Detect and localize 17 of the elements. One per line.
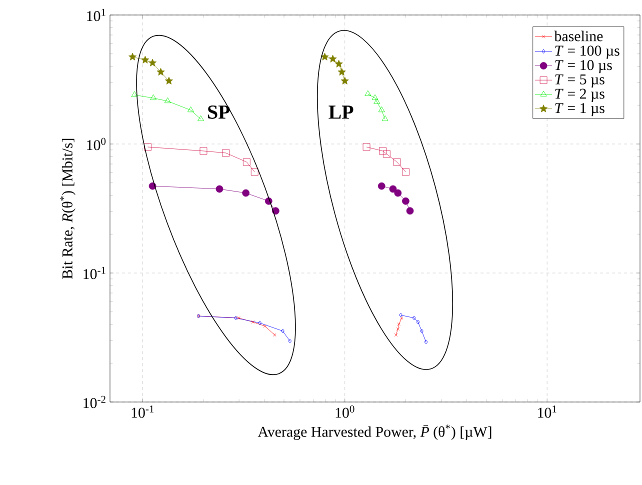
x-tick-label: 10$^{1}$ [538, 406, 556, 418]
y-tick-label: 10$^{0}$ [87, 138, 106, 150]
x-axis-title: Average Harvested Power, P̄(θ$^{*}$) [µW] [258, 424, 492, 440]
legend-label: T = 2 µs [555, 88, 604, 102]
legend-label: T = 1 µs [555, 103, 604, 116]
y-tick-label: 10$^{-1}$ [84, 266, 106, 280]
legend-label: T = 5 µs [555, 74, 604, 88]
y-tick-label: 10$^{-2}$ [84, 396, 106, 408]
legend-label: T = 100 µs [555, 46, 620, 59]
annotation: LP [328, 106, 354, 119]
y-tick-label: 10$^{1}$ [87, 8, 106, 22]
x-tick-label: 10$^{-1}$ [132, 406, 154, 418]
legend-label: baseline [554, 30, 603, 42]
x-tick-label: 10$^{0}$ [336, 406, 354, 418]
legend-label: T = 10 µs [555, 60, 612, 74]
y-axis-title: Bit Rate, R(θ$^{*}$) [Mbit/s] [60, 138, 76, 279]
annotation: SP [208, 105, 230, 119]
